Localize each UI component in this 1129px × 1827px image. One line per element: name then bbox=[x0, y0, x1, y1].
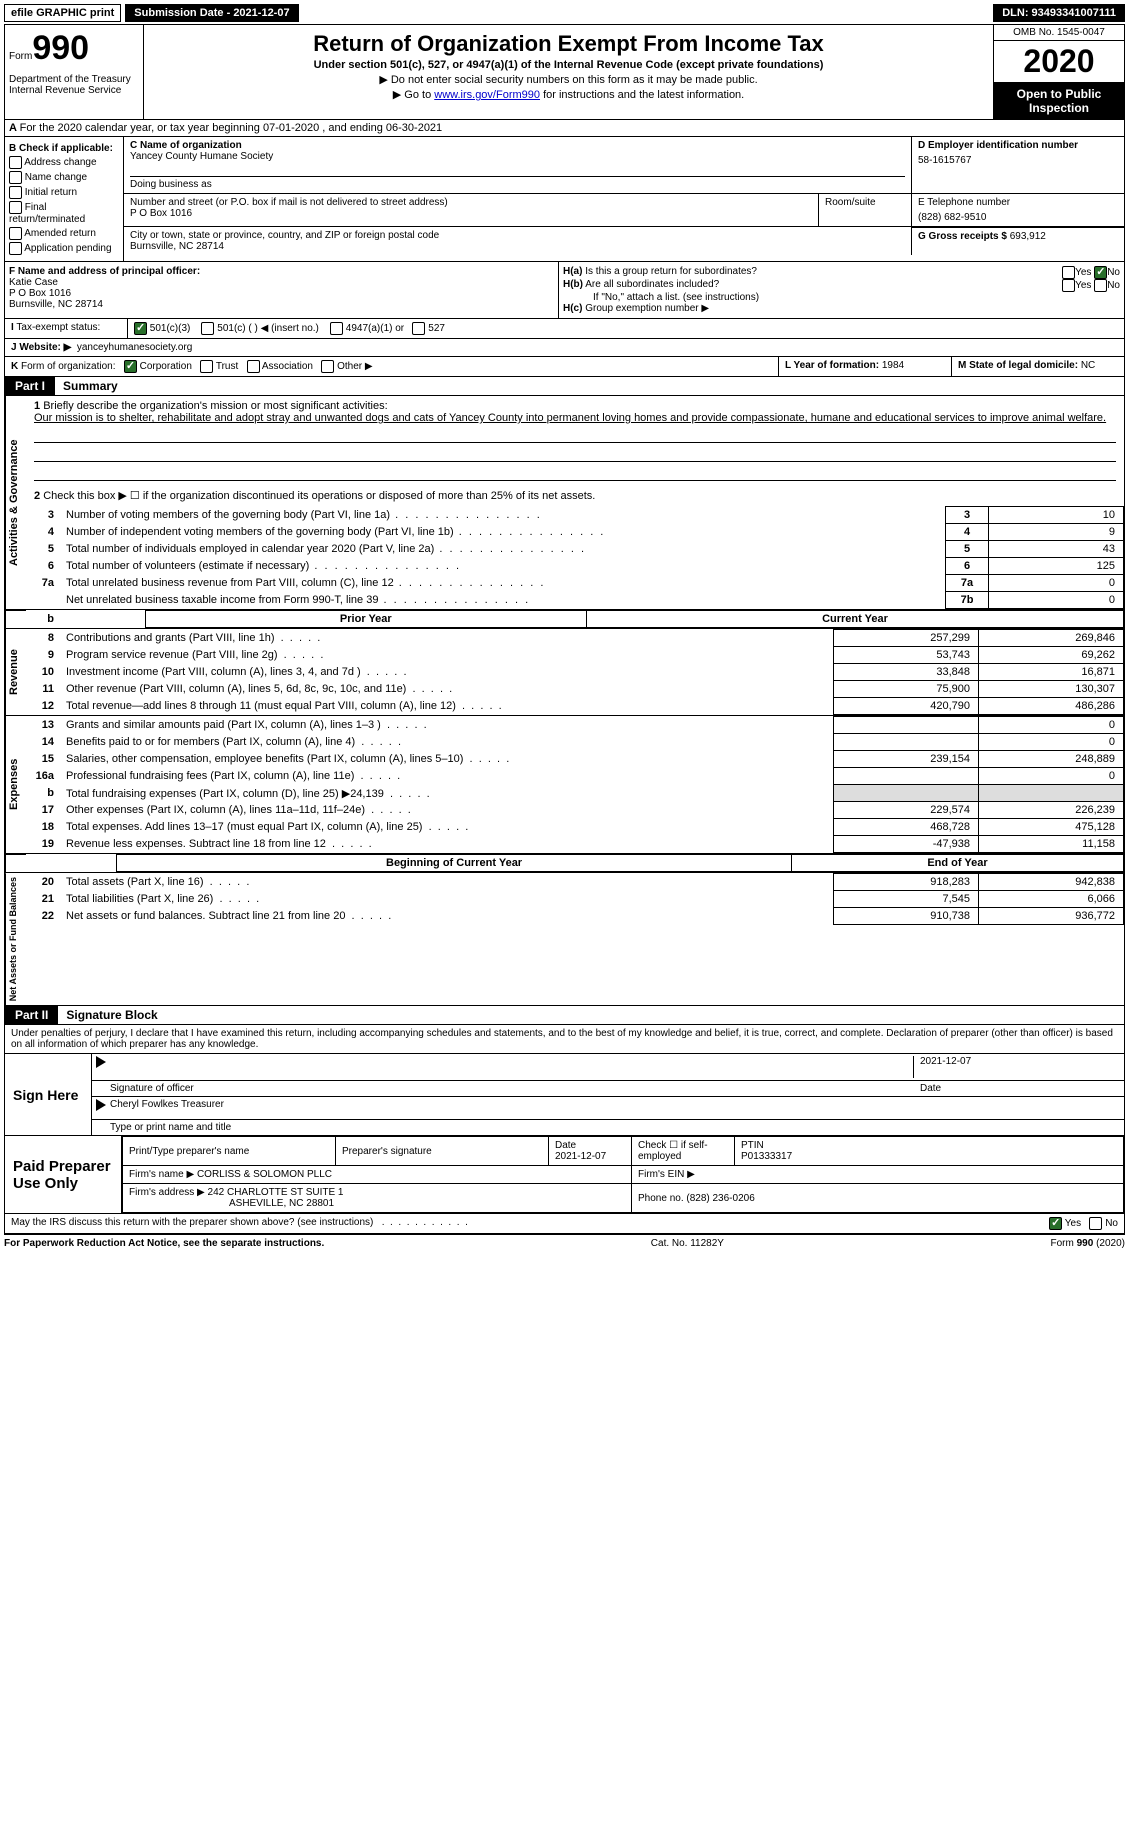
table-row: 4Number of independent voting members of… bbox=[26, 524, 1124, 541]
submission-date: Submission Date - 2021-12-07 bbox=[125, 4, 298, 22]
form-number: 990 bbox=[32, 29, 89, 67]
page-footer: For Paperwork Reduction Act Notice, see … bbox=[4, 1234, 1125, 1252]
efile-print-button[interactable]: efile GRAPHIC print bbox=[4, 4, 121, 22]
sections-f-h: F Name and address of principal officer:… bbox=[4, 262, 1125, 319]
netassets-label: Net Assets or Fund Balances bbox=[5, 873, 26, 1005]
table-row: 12Total revenue—add lines 8 through 11 (… bbox=[26, 698, 1124, 715]
table-row: 8Contributions and grants (Part VIII, li… bbox=[26, 630, 1124, 647]
department-label: Department of the Treasury Internal Reve… bbox=[9, 74, 139, 96]
section-i: I Tax-exempt status: 501(c)(3) 501(c) ( … bbox=[4, 319, 1125, 339]
table-row: 13Grants and similar amounts paid (Part … bbox=[26, 717, 1124, 734]
part-2-header: Part II Signature Block bbox=[4, 1006, 1125, 1025]
irs-link[interactable]: www.irs.gov/Form990 bbox=[434, 89, 540, 101]
table-row: 14Benefits paid to or for members (Part … bbox=[26, 734, 1124, 751]
arrow-icon bbox=[96, 1056, 106, 1068]
revenue-label: Revenue bbox=[5, 629, 26, 715]
netassets-section: Net Assets or Fund Balances 20Total asse… bbox=[4, 873, 1125, 1006]
sign-here-label: Sign Here bbox=[5, 1054, 91, 1135]
sign-here-block: Sign Here 2021-12-07 Signature of office… bbox=[4, 1054, 1125, 1136]
title-block: Return of Organization Exempt From Incom… bbox=[144, 25, 993, 119]
table-row: 10Investment income (Part VIII, column (… bbox=[26, 664, 1124, 681]
netassets-header-row: Beginning of Current YearEnd of Year bbox=[4, 854, 1125, 873]
table-row: 6Total number of volunteers (estimate if… bbox=[26, 558, 1124, 575]
table-row: 21Total liabilities (Part X, line 26) . … bbox=[26, 891, 1124, 908]
discuss-row: May the IRS discuss this return with the… bbox=[4, 1214, 1125, 1234]
section-h: H(a) Is this a group return for subordin… bbox=[559, 262, 1124, 318]
gross-receipts: 693,912 bbox=[1010, 231, 1046, 242]
phone: (828) 682-9510 bbox=[918, 212, 1118, 223]
revenue-section: Revenue 8Contributions and grants (Part … bbox=[4, 629, 1125, 716]
table-row: 16aProfessional fundraising fees (Part I… bbox=[26, 768, 1124, 785]
expenses-label: Expenses bbox=[5, 716, 26, 853]
part-1-header: Part I Summary bbox=[4, 377, 1125, 396]
topbar: efile GRAPHIC print Submission Date - 20… bbox=[4, 4, 1125, 22]
sections-k-l-m: K Form of organization: Corporation Trus… bbox=[4, 357, 1125, 377]
activities-governance-label: Activities & Governance bbox=[5, 396, 26, 609]
form-id-block: Form990 Department of the Treasury Inter… bbox=[5, 25, 144, 119]
table-row: 5Total number of individuals employed in… bbox=[26, 541, 1124, 558]
table-row: bTotal fundraising expenses (Part IX, co… bbox=[26, 785, 1124, 802]
org-name: Yancey County Humane Society bbox=[130, 151, 905, 162]
form-subtitle: Under section 501(c), 527, or 4947(a)(1)… bbox=[148, 59, 989, 71]
instruction-line-2: ▶ Go to www.irs.gov/Form990 for instruct… bbox=[148, 88, 989, 101]
sections-b-through-g: B Check if applicable: Address change Na… bbox=[4, 137, 1125, 262]
section-a: A For the 2020 calendar year, or tax yea… bbox=[4, 120, 1125, 137]
street-address: P O Box 1016 bbox=[130, 208, 812, 219]
city-state-zip: Burnsville, NC 28714 bbox=[130, 241, 905, 252]
paid-preparer-label: Paid Preparer Use Only bbox=[5, 1136, 121, 1213]
section-f: F Name and address of principal officer:… bbox=[5, 262, 559, 318]
dln: DLN: 93493341007111 bbox=[993, 4, 1125, 22]
omb-number: OMB No. 1545-0047 bbox=[994, 25, 1124, 41]
tax-year: 2020 bbox=[994, 41, 1124, 83]
website: yanceyhumanesociety.org bbox=[77, 342, 192, 353]
table-row: 19Revenue less expenses. Subtract line 1… bbox=[26, 836, 1124, 853]
table-row: 7aTotal unrelated business revenue from … bbox=[26, 575, 1124, 592]
activities-governance-section: Activities & Governance 1 Briefly descri… bbox=[4, 396, 1125, 610]
section-b: B Check if applicable: Address change Na… bbox=[5, 137, 124, 261]
form-title: Return of Organization Exempt From Incom… bbox=[148, 31, 989, 57]
ein: 58-1615767 bbox=[918, 155, 1118, 166]
table-row: 9Program service revenue (Part VIII, lin… bbox=[26, 647, 1124, 664]
mission-text: Our mission is to shelter, rehabilitate … bbox=[34, 412, 1106, 424]
table-row: 3Number of voting members of the governi… bbox=[26, 507, 1124, 524]
year-block: OMB No. 1545-0047 2020 Open to Public In… bbox=[993, 25, 1124, 119]
arrow-icon bbox=[96, 1099, 106, 1111]
table-row: 15Salaries, other compensation, employee… bbox=[26, 751, 1124, 768]
paid-preparer-block: Paid Preparer Use Only Print/Type prepar… bbox=[4, 1136, 1125, 1214]
revenue-header-row: bPrior YearCurrent Year bbox=[4, 610, 1125, 629]
table-row: 22Net assets or fund balances. Subtract … bbox=[26, 908, 1124, 925]
table-row: 11Other revenue (Part VIII, column (A), … bbox=[26, 681, 1124, 698]
expenses-section: Expenses 13Grants and similar amounts pa… bbox=[4, 716, 1125, 854]
table-row: 17Other expenses (Part IX, column (A), l… bbox=[26, 802, 1124, 819]
table-row: 18Total expenses. Add lines 13–17 (must … bbox=[26, 819, 1124, 836]
signature-declaration: Under penalties of perjury, I declare th… bbox=[4, 1025, 1125, 1054]
form-header: Form990 Department of the Treasury Inter… bbox=[4, 24, 1125, 120]
section-j: J Website: ▶ yanceyhumanesociety.org bbox=[4, 339, 1125, 357]
table-row: Net unrelated business taxable income fr… bbox=[26, 592, 1124, 609]
open-inspection: Open to Public Inspection bbox=[994, 83, 1124, 119]
instruction-line-1: ▶ Do not enter social security numbers o… bbox=[148, 73, 989, 86]
form-label: Form bbox=[9, 51, 32, 62]
table-row: 20Total assets (Part X, line 16) . . . .… bbox=[26, 874, 1124, 891]
